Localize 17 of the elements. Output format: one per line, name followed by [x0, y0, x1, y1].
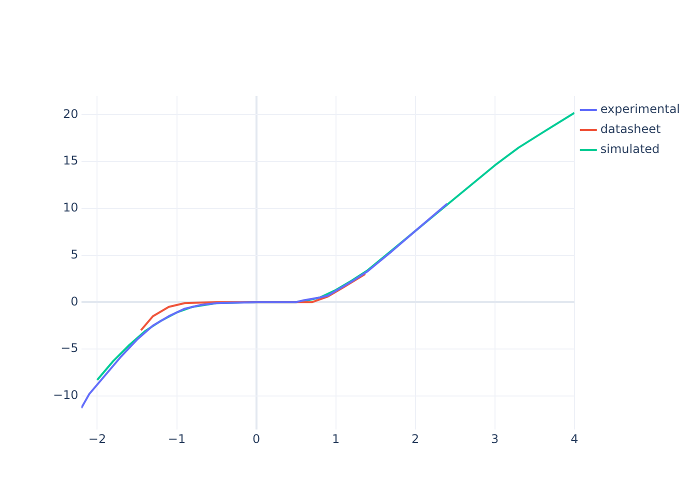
y-tick-label: 5 — [70, 247, 78, 262]
y-tick-label: 0 — [70, 294, 78, 308]
y-tick-label: 10 — [63, 200, 78, 215]
x-tick-label: 0 — [252, 432, 260, 446]
x-tick-label: 4 — [570, 432, 578, 446]
x-tick-label: 1 — [332, 432, 340, 446]
x-tick-label: −2 — [88, 432, 106, 446]
x-tick-label: 2 — [412, 432, 420, 446]
legend-label: simulated — [600, 142, 660, 156]
y-tick-label: −10 — [52, 388, 78, 402]
y-tick-label: 20 — [63, 106, 78, 121]
x-tick-label: −1 — [168, 432, 186, 446]
legend-label: datasheet — [600, 122, 662, 136]
y-tick-label: −5 — [60, 341, 78, 356]
legend-label: experimental — [600, 102, 680, 116]
x-tick-label: 3 — [491, 432, 499, 446]
y-tick-label: 15 — [63, 154, 78, 168]
